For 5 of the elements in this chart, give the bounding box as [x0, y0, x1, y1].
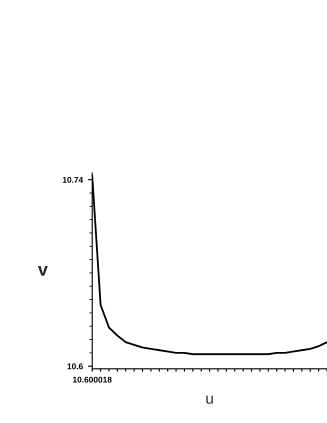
y-tick-label: 10.6	[67, 363, 83, 370]
y-axis-title: v	[38, 266, 48, 276]
x-tick-label: 10.600018	[73, 376, 112, 383]
y-tick-label: 10.74	[62, 176, 84, 183]
x-axis-title: u	[206, 396, 213, 404]
